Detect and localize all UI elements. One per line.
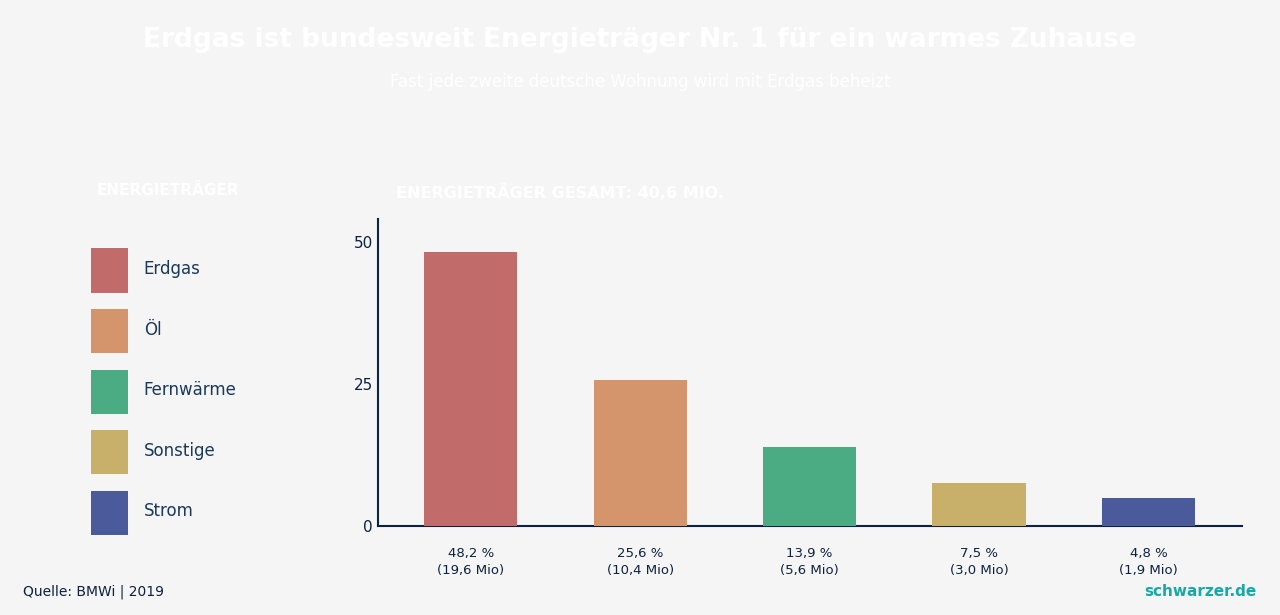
Bar	[594, 380, 687, 525]
Text: ENERGIETRÄGER: ENERGIETRÄGER	[97, 183, 239, 197]
Text: Erdgas: Erdgas	[143, 260, 201, 278]
Text: Erdgas ist bundesweit Energieträger Nr. 1 für ein warmes Zuhause: Erdgas ist bundesweit Energieträger Nr. …	[143, 27, 1137, 53]
Text: schwarzer.de: schwarzer.de	[1144, 584, 1257, 599]
FancyBboxPatch shape	[91, 430, 128, 474]
Text: 48,2 %
(19,6 Mio): 48,2 % (19,6 Mio)	[438, 547, 504, 577]
Text: 13,9 %
(5,6 Mio): 13,9 % (5,6 Mio)	[781, 547, 838, 577]
FancyBboxPatch shape	[91, 370, 128, 414]
Text: 7,5 %
(3,0 Mio): 7,5 % (3,0 Mio)	[950, 547, 1009, 577]
Text: 25,6 %
(10,4 Mio): 25,6 % (10,4 Mio)	[607, 547, 673, 577]
Text: Fernwärme: Fernwärme	[143, 381, 237, 399]
Text: 4,8 %
(1,9 Mio): 4,8 % (1,9 Mio)	[1119, 547, 1178, 577]
Text: Sonstige: Sonstige	[143, 442, 215, 460]
Text: Öl: Öl	[143, 320, 161, 339]
Bar	[932, 483, 1025, 525]
Text: ENERGIETRÄGER GESAMT: 40,6 MIO.: ENERGIETRÄGER GESAMT: 40,6 MIO.	[397, 184, 724, 201]
FancyBboxPatch shape	[91, 248, 128, 293]
Bar	[763, 446, 856, 525]
Bar	[424, 252, 517, 525]
Text: Fast jede zweite deutsche Wohnung wird mit Erdgas beheizt: Fast jede zweite deutsche Wohnung wird m…	[389, 73, 891, 91]
Text: Strom: Strom	[143, 502, 193, 520]
Text: Quelle: BMWi | 2019: Quelle: BMWi | 2019	[23, 584, 164, 598]
FancyBboxPatch shape	[91, 309, 128, 353]
Bar	[1102, 498, 1196, 525]
FancyBboxPatch shape	[91, 491, 128, 535]
